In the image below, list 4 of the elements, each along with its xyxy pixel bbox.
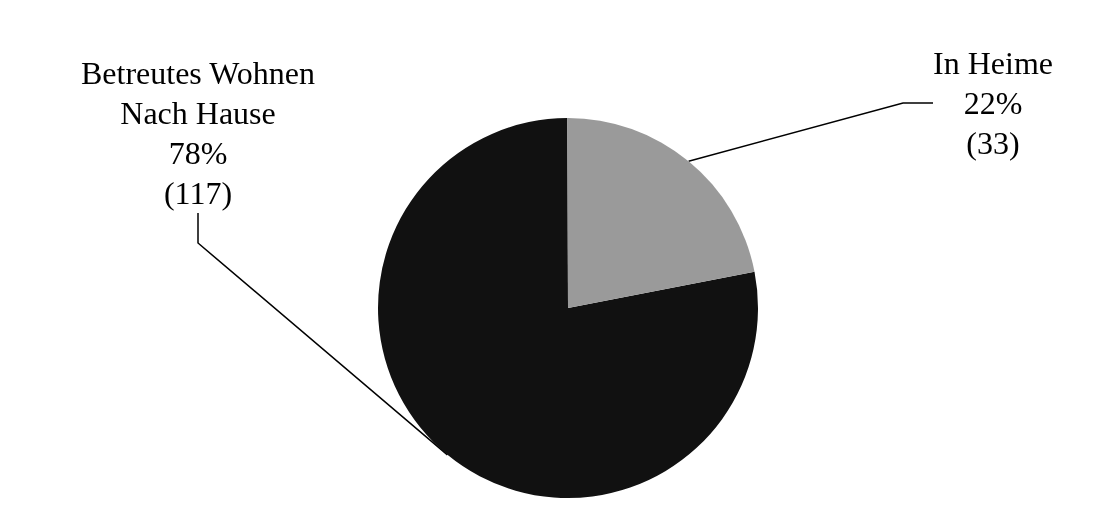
slice-label: In Heime (933, 45, 1053, 81)
data-label: 78% (117) (163, 135, 233, 211)
slice-label: Betreutes Wohnen Nach Hause (80, 55, 316, 131)
data-label: 22% (33) (963, 85, 1023, 161)
